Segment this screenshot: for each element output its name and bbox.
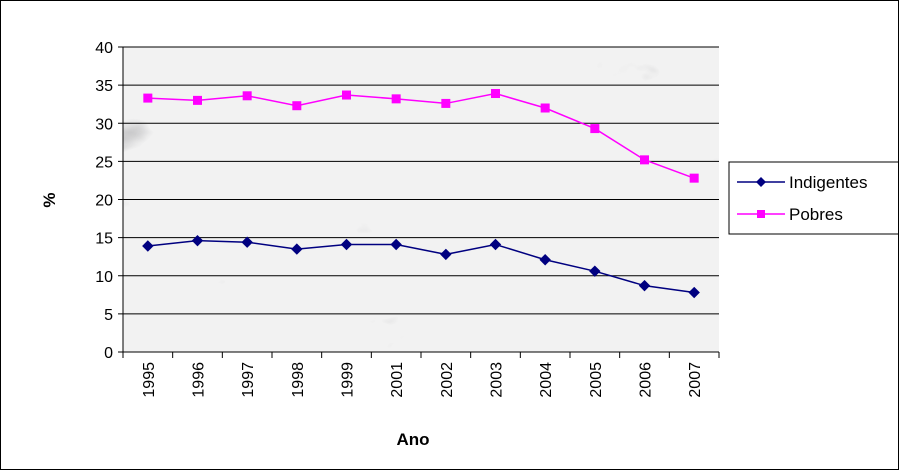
data-point-indigentes: [191, 234, 204, 247]
series-line-indigentes: [147, 239, 695, 294]
legend-label: Indigentes: [789, 173, 867, 192]
y-tick-label: 40: [95, 40, 113, 57]
series-indigentes: [142, 234, 700, 299]
x-tick-label: 1998: [290, 362, 307, 398]
data-point-indigentes: [539, 254, 551, 266]
data-point-indigentes: [241, 236, 253, 248]
x-tick-label: 1996: [191, 362, 208, 398]
data-point-indigentes: [589, 265, 601, 277]
data-point-pobres: [590, 124, 600, 134]
series-layer: [142, 89, 700, 299]
x-tick-label: 1995: [141, 362, 158, 398]
y-tick-label: 5: [104, 307, 113, 324]
x-tick-label: 2003: [489, 362, 506, 398]
x-tick-label: 2002: [439, 362, 456, 398]
y-tick-label: 35: [95, 78, 113, 95]
data-point-pobres: [143, 93, 153, 103]
data-point-pobres: [640, 155, 649, 165]
x-axis-title: Ano: [396, 430, 429, 449]
legend-item-indigentes: Indigentes: [737, 173, 867, 192]
data-point-indigentes: [390, 238, 402, 251]
gridlines: [118, 46, 719, 353]
x-tick-label: 2005: [588, 362, 605, 398]
legend-marker-square-icon: [757, 210, 765, 218]
data-point-pobres: [193, 95, 202, 105]
data-point-indigentes: [440, 248, 452, 261]
y-tick-label: 30: [95, 116, 113, 133]
series-pobres: [143, 89, 699, 183]
y-axis-title: %: [40, 192, 59, 207]
x-tick-label: 1999: [340, 362, 357, 398]
y-axis-tick-labels: 0 5 10 15 20 25 30 35 40: [95, 40, 113, 362]
x-tick-label: 1997: [240, 362, 257, 398]
legend-box: [728, 161, 898, 235]
axes: [122, 47, 720, 358]
data-point-pobres: [540, 103, 550, 113]
data-point-pobres: [292, 101, 302, 111]
data-point-indigentes: [340, 238, 353, 251]
legend-label: Pobres: [789, 205, 843, 224]
data-point-pobres: [491, 89, 500, 99]
y-tick-label: 10: [95, 269, 113, 286]
data-point-pobres: [391, 94, 401, 104]
y-tick-label: 0: [104, 345, 113, 362]
data-point-indigentes: [291, 243, 303, 255]
x-tick-label: 2006: [638, 362, 655, 398]
data-point-pobres: [342, 90, 351, 100]
data-point-pobres: [441, 98, 451, 108]
legend-item-pobres: Pobres: [737, 205, 843, 224]
y-tick-label: 25: [95, 154, 113, 171]
y-tick-label: 20: [95, 193, 113, 210]
x-axis-tick-labels: 1995 1996 1997 1998 1999 2001 2002 2003 2004 2005…: [141, 362, 704, 398]
legend-marker-diamond-icon: [756, 177, 766, 187]
x-tick-label: 2007: [687, 362, 704, 398]
data-point-indigentes: [142, 240, 154, 252]
data-point-pobres: [689, 173, 699, 183]
data-point-indigentes: [489, 238, 502, 251]
legend: Indigentes Pobres: [728, 161, 898, 235]
series-line-pobres: [147, 92, 695, 179]
x-tick-label: 2001: [389, 362, 406, 398]
data-point-pobres: [242, 91, 252, 101]
y-tick-label: 15: [95, 231, 113, 248]
x-tick-label: 2004: [538, 362, 555, 398]
data-point-indigentes: [638, 279, 651, 292]
data-point-indigentes: [688, 286, 700, 299]
